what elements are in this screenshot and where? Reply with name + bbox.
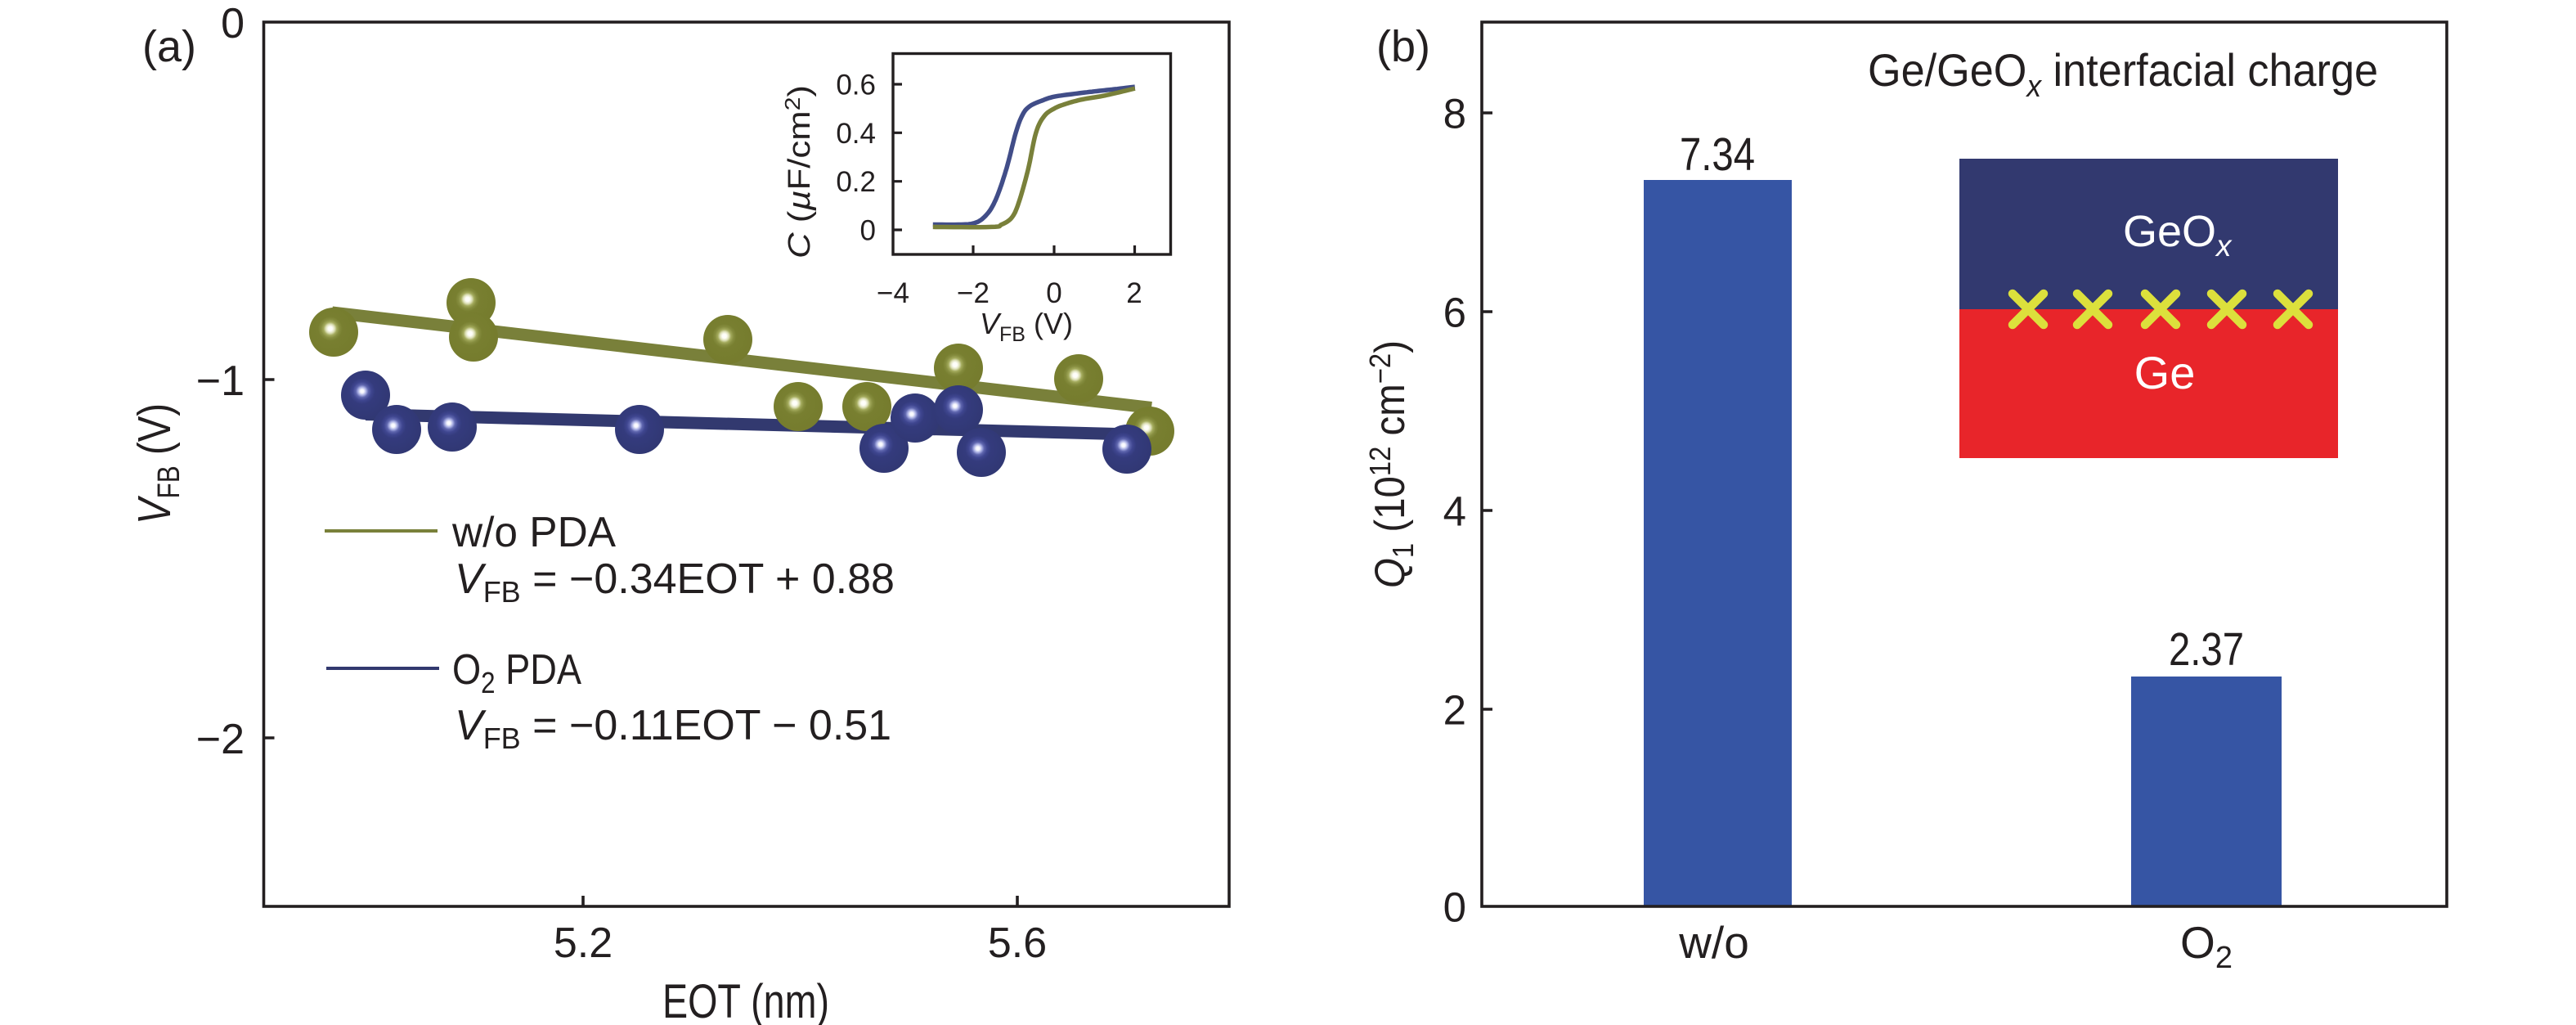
svg-text:5.2: 5.2 bbox=[554, 919, 613, 967]
svg-text:−4: −4 bbox=[877, 277, 909, 309]
svg-text:O2 PDA: O2 PDA bbox=[452, 646, 581, 699]
svg-text:VFB (V): VFB (V) bbox=[980, 307, 1073, 346]
svg-text:−1: −1 bbox=[196, 357, 245, 405]
svg-text:0.6: 0.6 bbox=[836, 70, 876, 101]
svg-text:Ge: Ge bbox=[2134, 347, 2196, 398]
svg-text:2: 2 bbox=[1126, 277, 1142, 309]
svg-text:VFB = −0.11EOT − 0.51: VFB = −0.11EOT − 0.51 bbox=[455, 702, 891, 755]
svg-text:7.34: 7.34 bbox=[1680, 128, 1755, 181]
svg-text:w/o PDA: w/o PDA bbox=[451, 509, 616, 556]
svg-text:GeOx: GeOx bbox=[2123, 207, 2233, 263]
svg-text:2.37: 2.37 bbox=[2169, 623, 2244, 676]
svg-text:0: 0 bbox=[860, 215, 876, 247]
svg-text:−2: −2 bbox=[957, 277, 990, 309]
svg-text:5.6: 5.6 bbox=[988, 919, 1047, 967]
svg-text:Ge/GeOx interfacial charge: Ge/GeOx interfacial charge bbox=[1868, 44, 2378, 104]
svg-text:0: 0 bbox=[1046, 277, 1061, 309]
svg-text:8: 8 bbox=[1443, 90, 1466, 137]
svg-text:2: 2 bbox=[1443, 686, 1466, 733]
svg-text:Q1 (1012 cm−2): Q1 (1012 cm−2) bbox=[1363, 340, 1420, 588]
svg-text:VFB (V): VFB (V) bbox=[128, 403, 186, 524]
svg-text:EOT (nm): EOT (nm) bbox=[662, 975, 829, 1025]
svg-text:VFB = −0.34EOT + 0.88: VFB = −0.34EOT + 0.88 bbox=[455, 555, 895, 609]
svg-text:0.2: 0.2 bbox=[836, 166, 876, 198]
svg-text:0: 0 bbox=[221, 0, 245, 47]
svg-text:−2: −2 bbox=[196, 716, 245, 763]
svg-text:(a): (a) bbox=[142, 22, 196, 71]
svg-text:C (µF/cm2): C (µF/cm2) bbox=[780, 85, 817, 258]
svg-text:6: 6 bbox=[1443, 289, 1466, 335]
svg-text:0.4: 0.4 bbox=[836, 118, 876, 150]
svg-text:0: 0 bbox=[1443, 883, 1466, 930]
svg-text:(b): (b) bbox=[1376, 22, 1430, 71]
svg-text:4: 4 bbox=[1443, 488, 1466, 534]
svg-text:w/o: w/o bbox=[1678, 917, 1749, 968]
